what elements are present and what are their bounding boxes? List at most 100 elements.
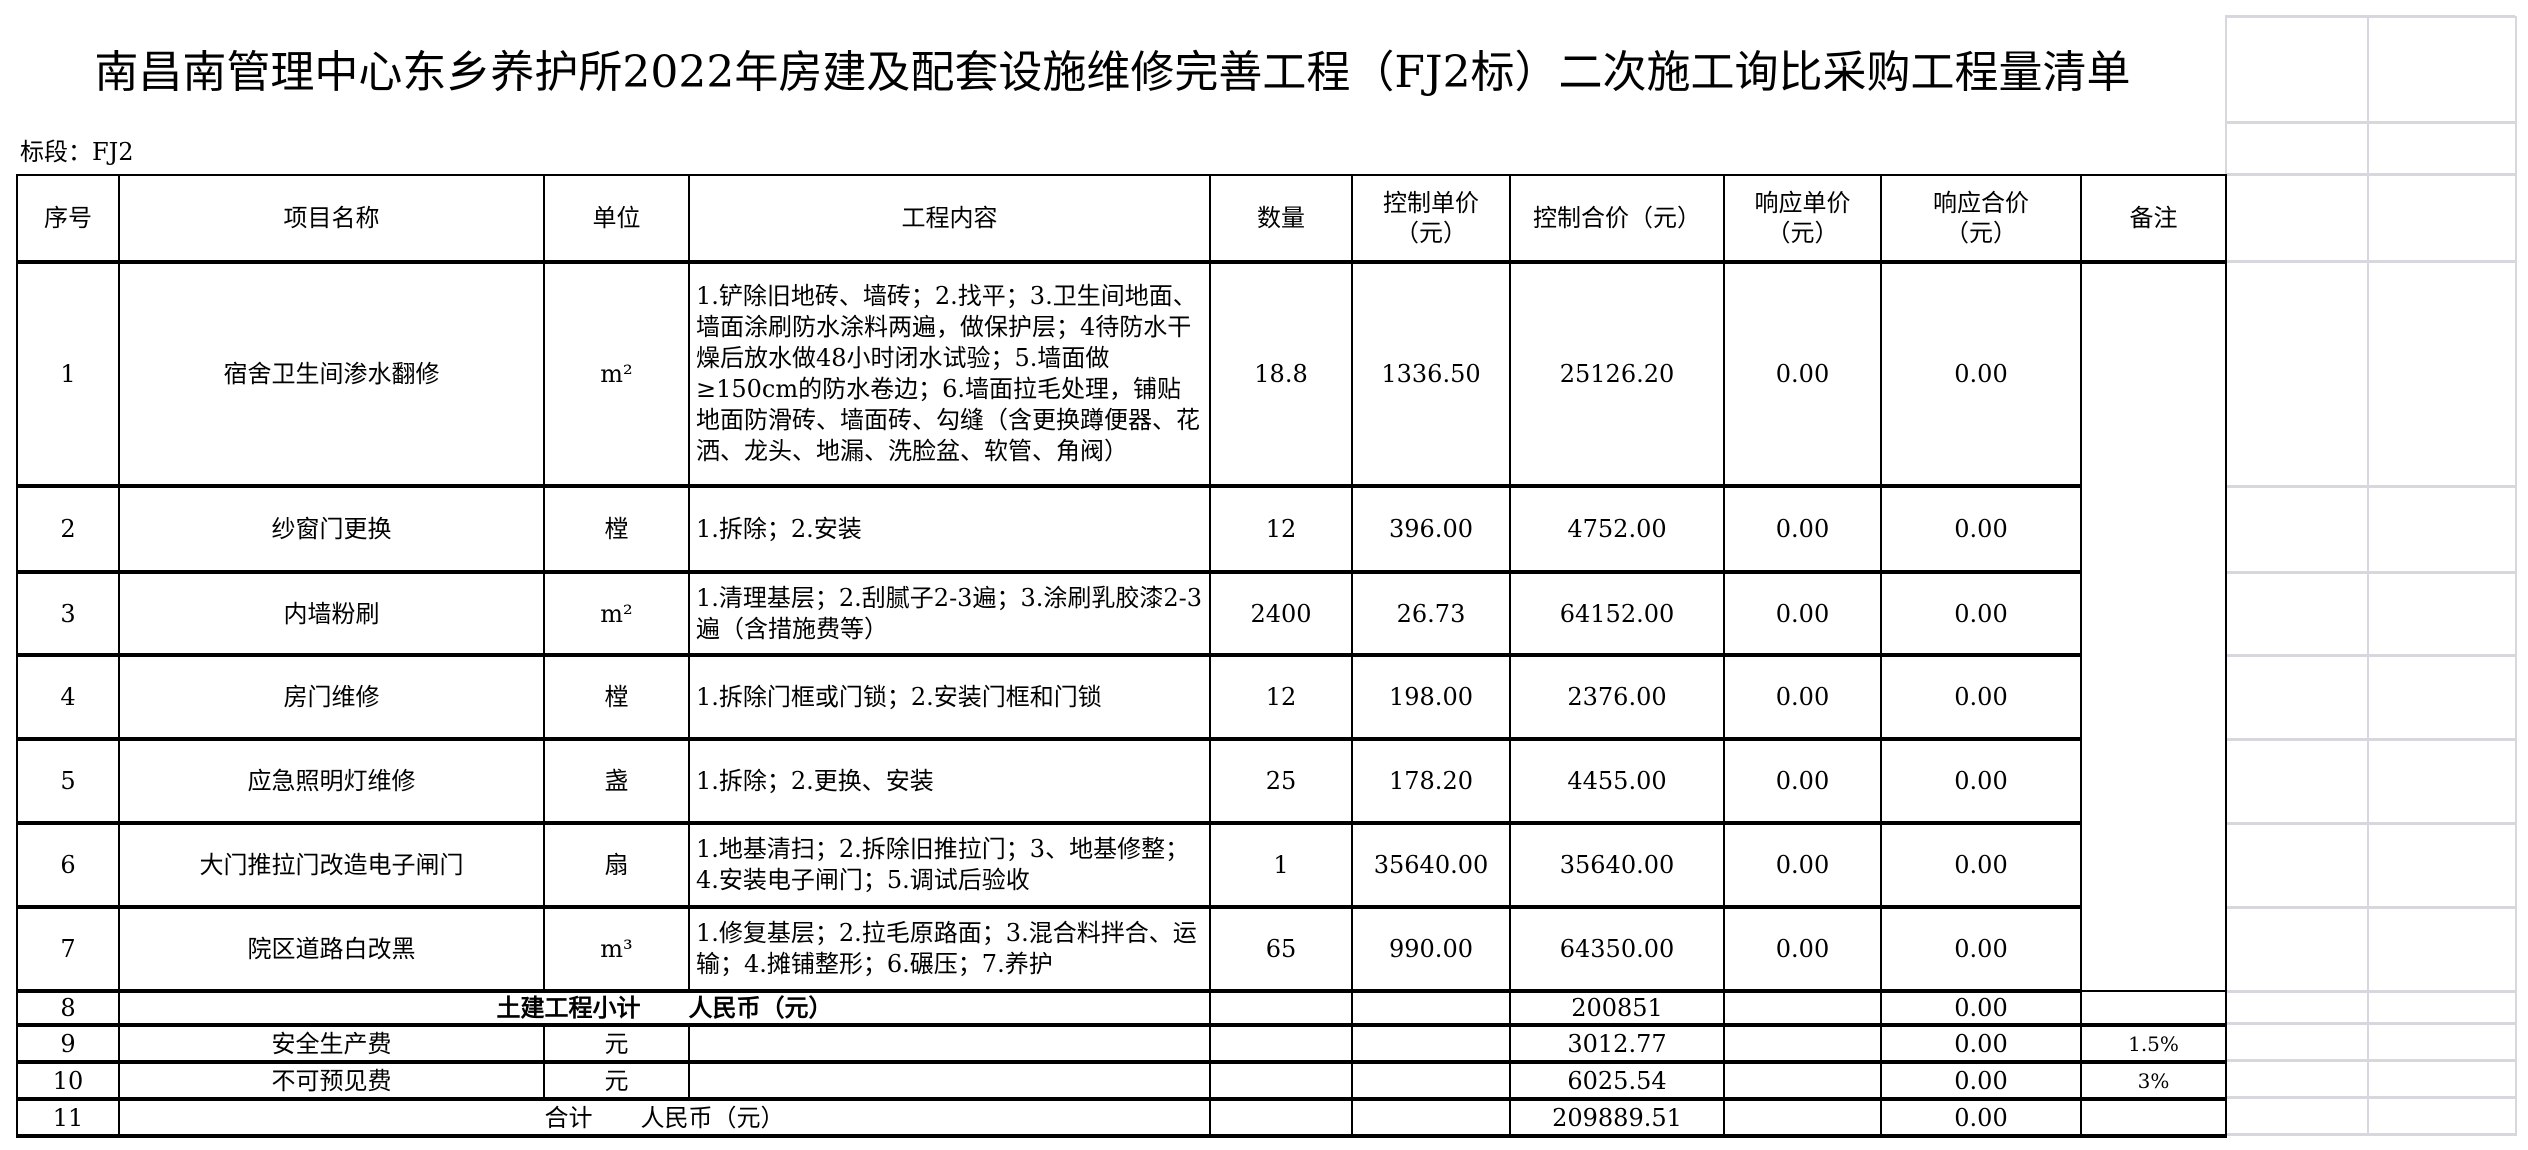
item-ctrl-price: 35640.00 bbox=[1351, 822, 1511, 909]
item-qty: 18.8 bbox=[1209, 261, 1353, 488]
fee-remark: 3% bbox=[2080, 1061, 2227, 1101]
item-ctrl-price: 396.00 bbox=[1351, 485, 1511, 574]
table-row: 3 内墙粉刷 m² 1.清理基层；2.刮腻子2-3遍；3.涂刷乳胶漆2-3遍（含措施费… bbox=[16, 571, 2226, 657]
sheet-gridline bbox=[2225, 16, 2227, 1136]
row-no: 7 bbox=[16, 906, 120, 993]
item-desc: 1.铲除旧地砖、墙砖；2.找平；3.卫生间地面、墙面涂刷防水涂料两遍，做保护层；… bbox=[688, 261, 1211, 488]
row-no: 8 bbox=[16, 990, 120, 1027]
item-resp-total: 0.00 bbox=[1880, 571, 2082, 657]
item-ctrl-price: 178.20 bbox=[1351, 738, 1511, 825]
fee-name: 安全生产费 bbox=[118, 1024, 545, 1064]
sheet-gridline bbox=[2225, 173, 2515, 176]
header-no: 序号 bbox=[16, 174, 120, 264]
sheet-gridline bbox=[2225, 654, 2515, 657]
document-title: 南昌南管理中心东乡养护所2022年房建及配套设施维修完善工程（FJ2标）二次施工… bbox=[94, 47, 2131, 98]
sheet-gridline bbox=[2225, 738, 2515, 741]
fee-ctrl-total: 6025.54 bbox=[1509, 1061, 1725, 1101]
item-ctrl-total: 4455.00 bbox=[1509, 738, 1725, 825]
header-desc: 工程内容 bbox=[688, 174, 1211, 264]
item-qty: 12 bbox=[1209, 654, 1353, 741]
item-desc: 1.修复基层；2.拉毛原路面；3.混合料拌合、运输；4.摊铺整形；6.碾压；7.… bbox=[688, 906, 1211, 993]
item-ctrl-total: 2376.00 bbox=[1509, 654, 1725, 741]
header-unit: 单位 bbox=[543, 174, 690, 264]
item-ctrl-price: 26.73 bbox=[1351, 571, 1511, 657]
row-no: 10 bbox=[16, 1061, 120, 1101]
item-qty: 1 bbox=[1209, 822, 1353, 909]
item-unit: m² bbox=[543, 261, 690, 488]
row-no: 4 bbox=[16, 654, 120, 741]
item-ctrl-price: 1336.50 bbox=[1351, 261, 1511, 488]
item-unit: m² bbox=[543, 571, 690, 657]
item-unit: 扇 bbox=[543, 822, 690, 909]
cell-qty bbox=[1209, 1061, 1353, 1101]
sheet-gridline bbox=[2225, 121, 2515, 124]
cell-qty bbox=[1209, 1098, 1353, 1138]
cell-resp-price bbox=[1723, 1061, 1882, 1101]
sheet-gridline bbox=[2225, 260, 2515, 263]
item-name: 大门推拉门改造电子闸门 bbox=[118, 822, 545, 909]
item-desc: 1.拆除；2.更换、安装 bbox=[688, 738, 1211, 825]
item-resp-price: 0.00 bbox=[1723, 738, 1882, 825]
section-label: 标段：FJ2 bbox=[20, 138, 134, 166]
item-resp-total: 0.00 bbox=[1880, 906, 2082, 993]
fee-resp-total: 0.00 bbox=[1880, 1024, 2082, 1064]
fee-unit: 元 bbox=[543, 1024, 690, 1064]
item-unit: 樘 bbox=[543, 654, 690, 741]
sheet-gridline bbox=[2225, 1096, 2515, 1099]
item-unit: 樘 bbox=[543, 485, 690, 574]
sheet-gridline bbox=[2225, 485, 2515, 488]
header-name: 项目名称 bbox=[118, 174, 545, 264]
cell-ctrl-price bbox=[1351, 990, 1511, 1027]
fee-unit: 元 bbox=[543, 1061, 690, 1101]
item-resp-price: 0.00 bbox=[1723, 822, 1882, 909]
sheet-gridline bbox=[2225, 822, 2515, 825]
cell-desc bbox=[688, 1061, 1211, 1101]
item-resp-price: 0.00 bbox=[1723, 485, 1882, 574]
row-no: 6 bbox=[16, 822, 120, 909]
sheet-gridline bbox=[2515, 16, 2517, 1136]
item-name: 房门维修 bbox=[118, 654, 545, 741]
item-unit: m³ bbox=[543, 906, 690, 993]
total-ctrl-total: 209889.51 bbox=[1509, 1098, 1725, 1138]
cell-resp-price bbox=[1723, 990, 1882, 1027]
cell-resp-price bbox=[1723, 1024, 1882, 1064]
item-unit: 盏 bbox=[543, 738, 690, 825]
fee-row: 9 安全生产费 元 3012.77 0.00 1.5% bbox=[16, 1024, 2227, 1064]
item-name: 内墙粉刷 bbox=[118, 571, 545, 657]
item-ctrl-total: 64350.00 bbox=[1509, 906, 1725, 993]
item-name: 应急照明灯维修 bbox=[118, 738, 545, 825]
sheet-gridline bbox=[2225, 571, 2515, 574]
item-resp-total: 0.00 bbox=[1880, 654, 2082, 741]
header-row: 序号 项目名称 单位 工程内容 数量 控制单价（元） 控制合价（元） 响应单价（… bbox=[16, 174, 2227, 264]
row-no: 5 bbox=[16, 738, 120, 825]
cell-ctrl-price bbox=[1351, 1024, 1511, 1064]
total-resp-total: 0.00 bbox=[1880, 1098, 2082, 1138]
item-name: 院区道路白改黑 bbox=[118, 906, 545, 993]
row-no: 2 bbox=[16, 485, 120, 574]
item-resp-total: 0.00 bbox=[1880, 485, 2082, 574]
remark-merged-cell bbox=[2080, 261, 2227, 992]
item-desc: 1.地基清扫；2.拆除旧推拉门；3、地基修整；4.安装电子闸门；5.调试后验收 bbox=[688, 822, 1211, 909]
fee-ctrl-total: 3012.77 bbox=[1509, 1024, 1725, 1064]
sheet-gridline bbox=[2225, 906, 2515, 909]
header-ctrl-price: 控制单价（元） bbox=[1351, 174, 1511, 264]
header-remark: 备注 bbox=[2080, 174, 2227, 264]
subtotal-ctrl-total: 200851 bbox=[1509, 990, 1725, 1027]
item-resp-price: 0.00 bbox=[1723, 571, 1882, 657]
sheet-gridline bbox=[2367, 16, 2369, 1136]
cell-ctrl-price bbox=[1351, 1098, 1511, 1138]
table-row: 5 应急照明灯维修盏 1.拆除；2.更换、安装 25 178.20 4455.00 0.00… bbox=[16, 738, 2226, 825]
item-resp-total: 0.00 bbox=[1880, 738, 2082, 825]
row-no: 11 bbox=[16, 1098, 120, 1138]
table-row: 1 宿舍卫生间渗水翻修 m² 1.铲除旧地砖、墙砖；2.找平；3.卫生间地面、墙面涂刷… bbox=[16, 261, 2227, 992]
item-name: 宿舍卫生间渗水翻修 bbox=[118, 261, 545, 488]
row-no: 3 bbox=[16, 571, 120, 657]
sheet-gridline bbox=[2225, 1022, 2515, 1025]
fee-row: 10 不可预见费 元 6025.54 0.00 3% bbox=[16, 1061, 2227, 1101]
bill-of-quantities-table: 序号 项目名称 单位 工程内容 数量 控制单价（元） 控制合价（元） 响应单价（… bbox=[16, 174, 2227, 1138]
sheet-gridline bbox=[2225, 1133, 2515, 1136]
item-desc: 1.清理基层；2.刮腻子2-3遍；3.涂刷乳胶漆2-3遍（含措施费等） bbox=[688, 571, 1211, 657]
cell-resp-price bbox=[1723, 1098, 1882, 1138]
subtotal-resp-total: 0.00 bbox=[1880, 990, 2082, 1027]
table-row: 7 院区道路白改黑 m³ 1.修复基层；2.拉毛原路面；3.混合料拌合、运输；4.摊铺… bbox=[16, 906, 2226, 993]
